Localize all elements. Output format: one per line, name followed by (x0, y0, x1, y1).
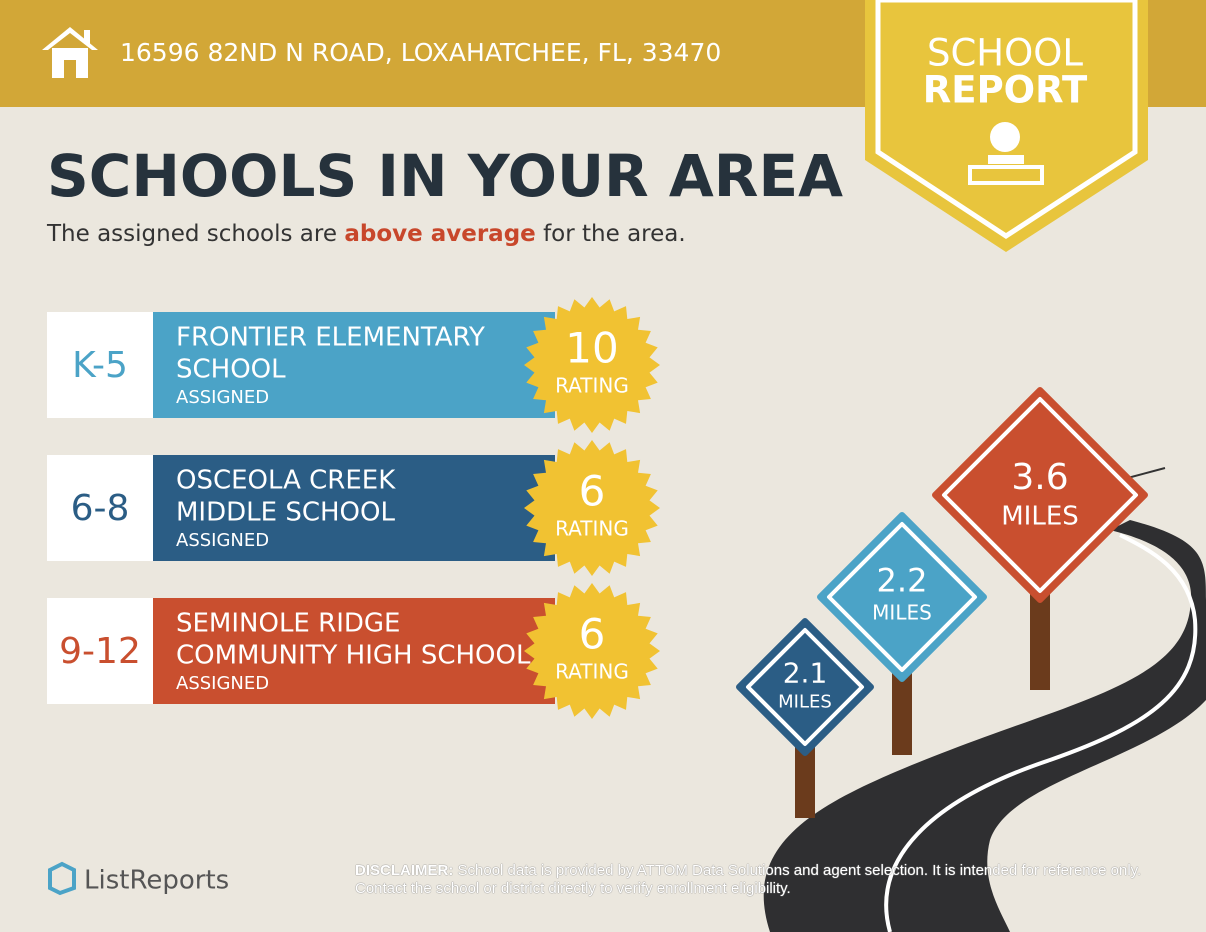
rating-badge (524, 583, 660, 719)
school-name: SCHOOL (176, 355, 286, 385)
rating: 6 (579, 610, 606, 659)
sign-unit: MILES (872, 601, 932, 625)
house-door (64, 60, 76, 78)
disclaimer: DISCLAIMER: School data is provided by A… (355, 862, 1145, 898)
school-name: OSCEOLA CREEK (176, 466, 396, 496)
sign-unit: MILES (778, 691, 832, 712)
school-bar (153, 455, 555, 561)
badge-line1: SCHOOL (927, 32, 1083, 75)
grade: K-5 (72, 345, 128, 386)
apple-books-icon (968, 122, 1044, 185)
rating: 10 (565, 324, 618, 373)
title: SCHOOLS IN YOUR AREA (47, 142, 843, 210)
school-status: ASSIGNED (176, 673, 269, 694)
sign-distance: 2.2 (877, 562, 928, 600)
badge-outline (875, 0, 1138, 239)
grade-box (47, 455, 153, 561)
sign-unit: MILES (1001, 502, 1079, 532)
grade: 6-8 (71, 488, 130, 529)
sign (736, 618, 874, 756)
subtitle-highlight: above average (344, 221, 535, 247)
sign (817, 512, 987, 682)
grade-box (47, 598, 153, 704)
school-name: SEMINOLE RIDGE (176, 609, 400, 639)
grade-box (47, 312, 153, 418)
subtitle-text: The assigned schools are (46, 221, 337, 247)
school-status: ASSIGNED (176, 530, 269, 551)
road-line (884, 533, 1198, 932)
school-status: ASSIGNED (176, 387, 269, 408)
rating-label: RATING (555, 660, 629, 684)
address: 16596 82ND N ROAD, LOXAHATCHEE, FL, 3347… (120, 38, 721, 67)
sign-border (942, 397, 1138, 593)
road (763, 520, 1206, 932)
school-bar (153, 312, 555, 418)
badge-line2: REPORT (923, 69, 1088, 112)
subtitle: The assigned schools are above average f… (46, 221, 686, 247)
rating-badge (524, 297, 660, 433)
rating-badge (524, 440, 660, 576)
disclaimer-text: School data is provided by ATTOM Data So… (355, 862, 1142, 897)
sign-border (746, 628, 864, 746)
school-bar (153, 598, 555, 704)
sign-border (827, 522, 977, 672)
rating: 6 (579, 467, 606, 516)
school-name: COMMUNITY HIGH SCHOOL (176, 641, 531, 671)
disclaimer-label: DISCLAIMER: (355, 862, 454, 879)
logo: ListReports (84, 866, 229, 896)
sign (932, 387, 1148, 603)
sign-distance: 2.1 (783, 656, 828, 689)
school-name: FRONTIER ELEMENTARY (176, 323, 485, 353)
rating-label: RATING (555, 517, 629, 541)
sign-distance: 3.6 (1011, 457, 1068, 498)
subtitle-text: for the area. (543, 221, 686, 247)
school-name: MIDDLE SCHOOL (176, 498, 395, 528)
rating-label: RATING (555, 374, 629, 398)
logo-icon (48, 861, 76, 896)
grade: 9-12 (59, 631, 141, 672)
